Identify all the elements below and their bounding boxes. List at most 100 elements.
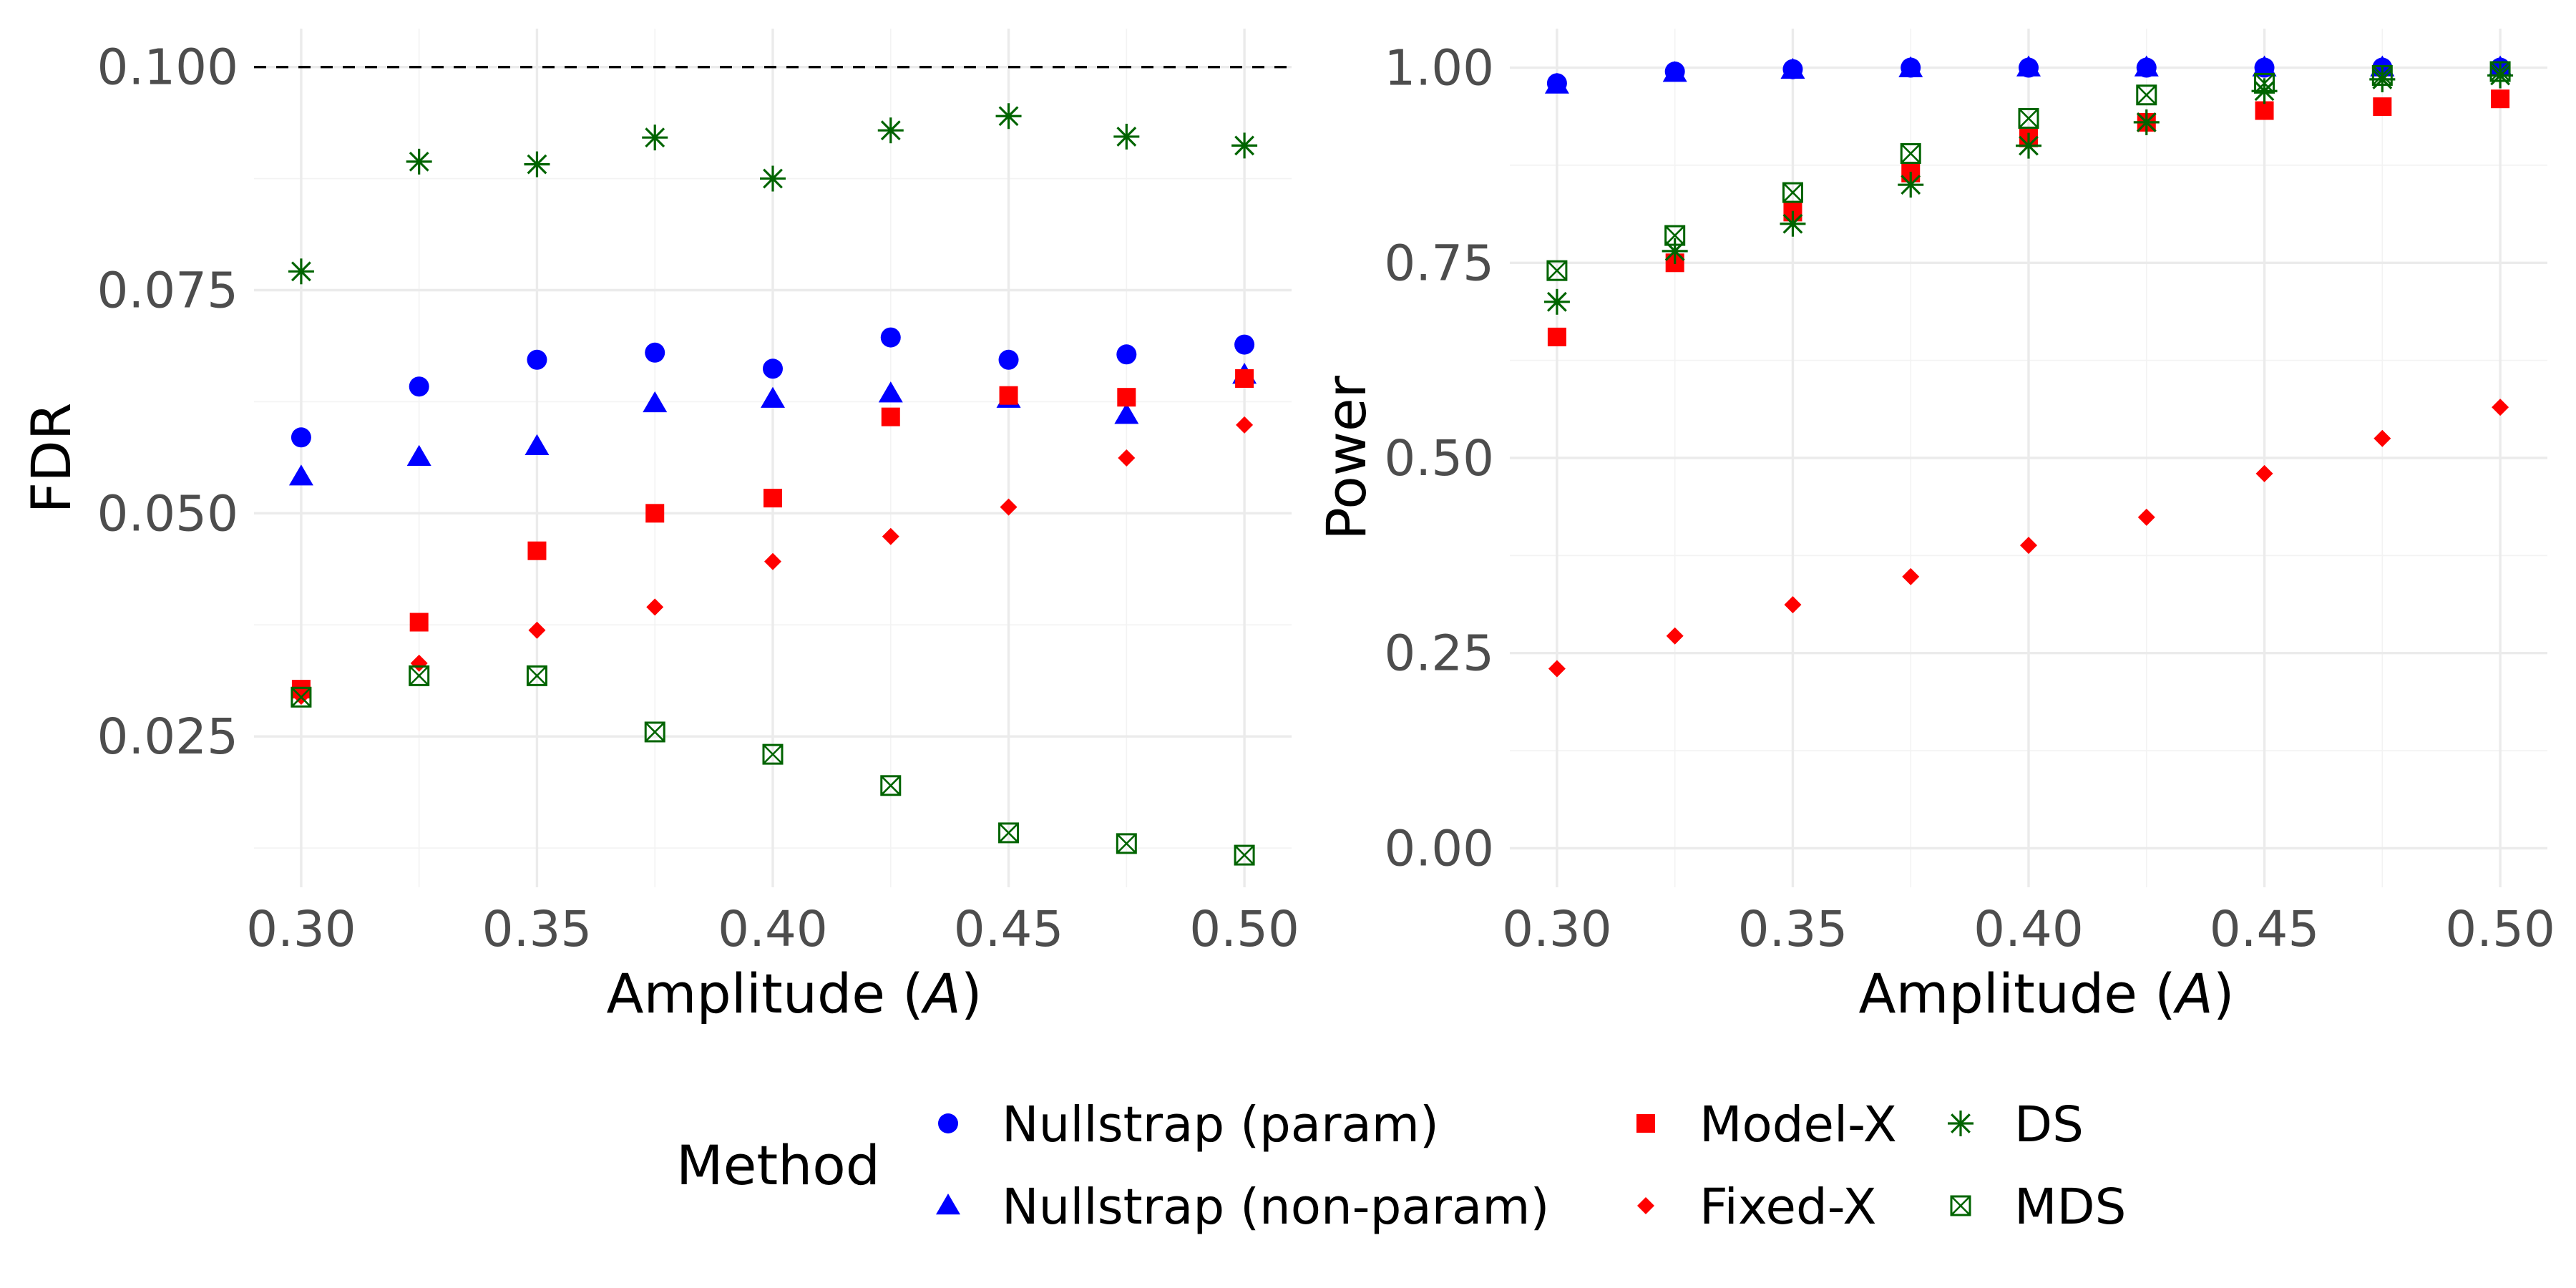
fdr-point-mds bbox=[291, 686, 312, 708]
power-point-mds bbox=[2371, 64, 2393, 86]
fdr-point-ds bbox=[1113, 123, 1140, 150]
fdr-point-mds bbox=[526, 665, 547, 686]
fdr-point-nullstrap-param bbox=[527, 349, 547, 370]
power-x-tick-label: 0.30 bbox=[1502, 901, 1612, 958]
fdr-point-nullstrap-non-param bbox=[1114, 403, 1139, 424]
power-point-mds bbox=[1900, 143, 1921, 165]
power-point-nullstrap-non-param bbox=[1544, 72, 1569, 94]
power-y-tick-labels: 0.00 0.25 0.50 0.75 1.00 bbox=[1384, 40, 1494, 878]
fdr-point-ds bbox=[995, 103, 1022, 130]
fdr-point-fixed-x bbox=[882, 527, 899, 545]
fdr-y-tick-label: 0.025 bbox=[97, 708, 238, 766]
fdr-point-ds bbox=[642, 125, 668, 151]
power-point-mds bbox=[1664, 225, 1686, 246]
power-y-tick-label: 1.00 bbox=[1384, 40, 1494, 97]
fdr-point-nullstrap-param bbox=[1234, 334, 1255, 355]
legend-marker-nullstrap-non-param bbox=[936, 1194, 960, 1215]
power-point-nullstrap-non-param bbox=[2252, 55, 2277, 77]
power-point-fixed-x bbox=[2373, 429, 2391, 447]
fdr-point-ds bbox=[760, 165, 786, 192]
power-point-ds bbox=[2133, 109, 2160, 135]
fdr-gridlines bbox=[254, 29, 1292, 887]
fdr-panel: 0.025 0.050 0.075 0.100 0.30 0.35 0.40 0.45 0.5… bbox=[19, 29, 1299, 1025]
power-point-nullstrap-non-param bbox=[2016, 55, 2041, 77]
power-x-tick-labels: 0.30 0.35 0.40 0.45 0.50 bbox=[1502, 901, 2555, 958]
fdr-points bbox=[288, 103, 1258, 866]
fdr-point-fixed-x bbox=[410, 654, 428, 672]
power-y-tick-label: 0.75 bbox=[1384, 235, 1494, 292]
power-point-mds bbox=[1782, 182, 1803, 203]
fdr-point-nullstrap-non-param bbox=[878, 381, 903, 403]
legend-title: Method bbox=[676, 1133, 880, 1197]
legend-item-nullstrap-non-param: Nullstrap (non-param) bbox=[936, 1179, 1549, 1236]
legend-marker-model-x bbox=[1636, 1114, 1655, 1133]
power-x-tick-label: 0.45 bbox=[2210, 901, 2320, 958]
fdr-point-fixed-x bbox=[1000, 498, 1018, 516]
legend-marker-nullstrap-param bbox=[938, 1113, 958, 1133]
fdr-point-ds bbox=[1231, 132, 1258, 159]
power-point-ds bbox=[1898, 172, 1924, 198]
power-x-tick-label: 0.50 bbox=[2445, 901, 2555, 958]
fdr-point-fixed-x bbox=[1236, 416, 1254, 434]
fdr-point-nullstrap-non-param bbox=[525, 434, 550, 456]
fdr-point-mds bbox=[1234, 844, 1255, 866]
power-x-tick-label: 0.35 bbox=[1738, 901, 1848, 958]
legend-marker-mds bbox=[1950, 1195, 1971, 1216]
power-y-axis-title: Power bbox=[1314, 375, 1378, 540]
power-y-tick-label: 0.00 bbox=[1384, 820, 1494, 877]
legend-label-ds: DS bbox=[2014, 1096, 2084, 1153]
power-x-tick-label: 0.40 bbox=[1974, 901, 2084, 958]
power-y-tick-label: 0.25 bbox=[1384, 625, 1494, 683]
legend-item-fixed-x: Fixed-X bbox=[1637, 1179, 1877, 1236]
fdr-point-mds bbox=[644, 721, 665, 743]
legend-label-nullstrap-non-param: Nullstrap (non-param) bbox=[1002, 1179, 1549, 1236]
power-point-nullstrap-non-param bbox=[1898, 56, 1923, 77]
fdr-point-ds bbox=[288, 258, 314, 285]
fdr-point-nullstrap-non-param bbox=[643, 391, 668, 413]
fdr-point-nullstrap-non-param bbox=[288, 464, 313, 486]
fdr-point-nullstrap-param bbox=[998, 349, 1019, 370]
fdr-x-tick-label: 0.30 bbox=[246, 901, 356, 958]
fdr-point-mds bbox=[880, 775, 902, 796]
power-y-tick-label: 0.50 bbox=[1384, 430, 1494, 487]
fdr-point-model-x bbox=[645, 504, 665, 523]
fdr-point-fixed-x bbox=[646, 598, 664, 616]
fdr-point-mds bbox=[409, 665, 430, 686]
fdr-point-model-x bbox=[1235, 369, 1254, 388]
power-point-fixed-x bbox=[2020, 537, 2037, 555]
power-point-model-x bbox=[2373, 97, 2392, 117]
legend-label-mds: MDS bbox=[2014, 1179, 2126, 1236]
power-point-fixed-x bbox=[2255, 464, 2273, 482]
legend-label-fixed-x: Fixed-X bbox=[1699, 1179, 1877, 1236]
fdr-point-nullstrap-param bbox=[880, 327, 901, 348]
fdr-point-nullstrap-non-param bbox=[761, 386, 785, 408]
power-point-model-x bbox=[2491, 89, 2510, 109]
power-point-ds bbox=[1780, 210, 1806, 237]
fdr-x-axis-title: Amplitude (A) bbox=[607, 962, 982, 1025]
power-point-mds bbox=[2254, 72, 2275, 94]
legend-item-model-x: Model-X bbox=[1636, 1096, 1897, 1153]
fdr-point-mds bbox=[1116, 833, 1137, 854]
fdr-x-tick-label: 0.35 bbox=[482, 901, 592, 958]
power-point-fixed-x bbox=[1666, 627, 1684, 645]
power-point-fixed-x bbox=[1548, 660, 1566, 678]
fdr-y-tick-label: 0.075 bbox=[97, 262, 238, 319]
power-point-nullstrap-non-param bbox=[2134, 55, 2159, 77]
fdr-y-axis-title: FDR bbox=[19, 402, 83, 513]
fdr-y-tick-label: 0.050 bbox=[97, 485, 238, 542]
fdr-y-tick-labels: 0.025 0.050 0.075 0.100 bbox=[97, 39, 238, 766]
fdr-point-model-x bbox=[409, 613, 429, 632]
fdr-point-model-x bbox=[1117, 388, 1136, 407]
legend-entries: Nullstrap (param) Nullstrap (non-param) Mo… bbox=[936, 1096, 2126, 1236]
power-x-axis-title: Amplitude (A) bbox=[1859, 962, 2235, 1025]
legend-item-ds: DS bbox=[1948, 1096, 2084, 1153]
fdr-point-ds bbox=[524, 151, 550, 177]
legend: Method Nullstrap (param) Nullstrap (non-p… bbox=[676, 1096, 2126, 1236]
legend-marker-ds bbox=[1948, 1111, 1974, 1136]
power-panel: 0.00 0.25 0.50 0.75 1.00 0.30 0.35 0.40 0.45 0.5… bbox=[1314, 29, 2555, 1025]
fdr-point-nullstrap-param bbox=[763, 358, 783, 379]
power-point-mds bbox=[2489, 61, 2511, 82]
power-point-fixed-x bbox=[2137, 508, 2155, 526]
fdr-point-model-x bbox=[999, 386, 1018, 405]
